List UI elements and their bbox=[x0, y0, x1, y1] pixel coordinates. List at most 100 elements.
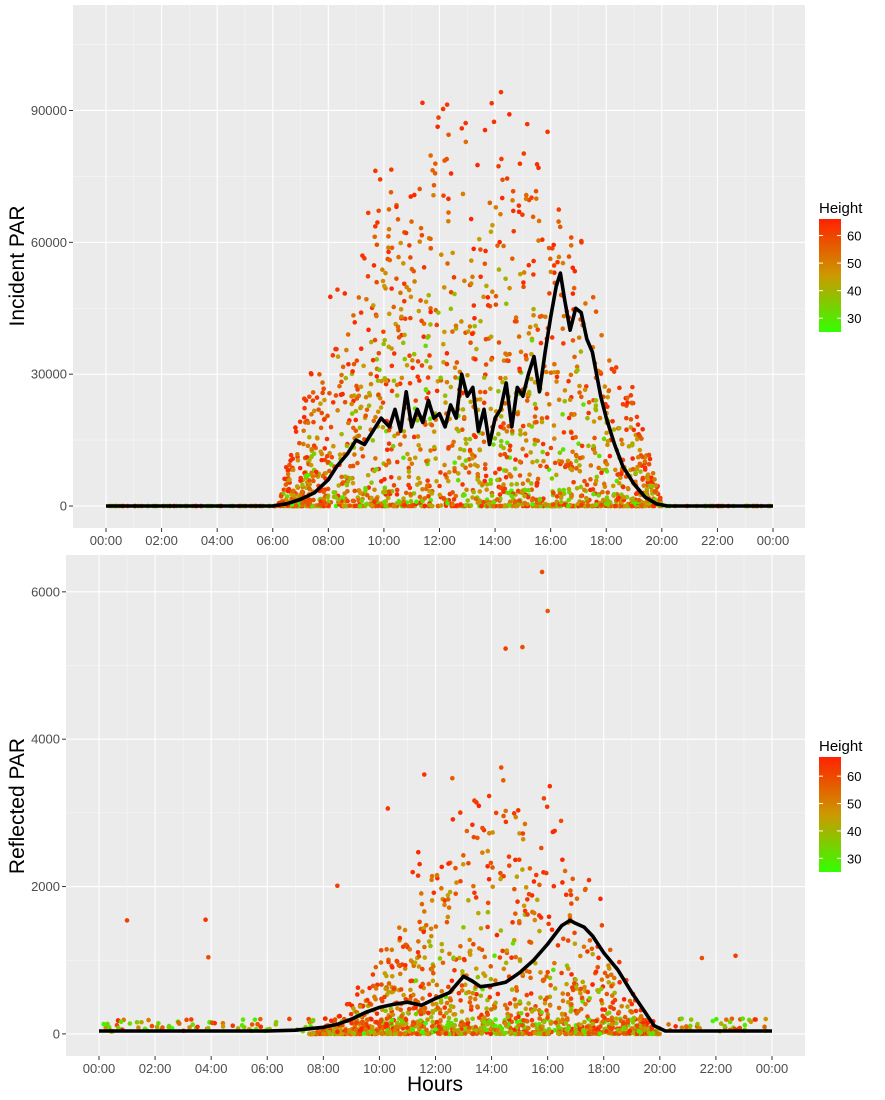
data-point bbox=[401, 429, 407, 434]
data-point bbox=[503, 474, 509, 480]
data-point bbox=[611, 975, 617, 981]
data-point bbox=[510, 198, 515, 203]
data-point bbox=[586, 877, 592, 883]
data-point bbox=[737, 1025, 743, 1031]
data-point bbox=[509, 482, 514, 487]
data-point bbox=[404, 362, 410, 368]
data-point bbox=[604, 991, 610, 997]
data-point bbox=[465, 372, 470, 378]
data-point bbox=[740, 1016, 746, 1021]
data-point bbox=[420, 966, 425, 972]
data-point bbox=[440, 106, 446, 112]
data-point bbox=[373, 224, 378, 229]
data-point bbox=[475, 463, 480, 469]
data-point bbox=[339, 1031, 345, 1037]
data-point bbox=[526, 1031, 532, 1037]
data-point bbox=[606, 966, 612, 971]
data-point bbox=[545, 451, 550, 457]
data-point bbox=[579, 394, 584, 400]
data-point bbox=[590, 487, 596, 492]
data-point bbox=[504, 454, 510, 460]
data-point bbox=[536, 165, 541, 171]
data-point bbox=[386, 489, 392, 495]
data-point bbox=[513, 1016, 519, 1021]
data-point bbox=[533, 406, 539, 411]
data-point bbox=[452, 460, 458, 465]
data-point bbox=[566, 486, 572, 492]
data-point bbox=[653, 489, 658, 495]
data-point bbox=[240, 1017, 246, 1022]
data-point bbox=[415, 949, 421, 955]
data-point bbox=[421, 265, 427, 270]
data-point bbox=[485, 303, 491, 308]
data-point bbox=[456, 428, 461, 434]
data-point bbox=[460, 462, 465, 468]
data-point bbox=[556, 397, 562, 403]
data-point bbox=[490, 289, 495, 295]
data-point bbox=[397, 442, 403, 447]
data-point bbox=[446, 132, 451, 138]
data-point bbox=[611, 492, 617, 497]
data-point bbox=[342, 491, 348, 496]
data-point bbox=[526, 262, 532, 268]
data-point bbox=[533, 872, 539, 878]
data-point bbox=[551, 883, 557, 889]
data-point bbox=[471, 883, 476, 889]
data-point bbox=[301, 414, 307, 420]
data-point bbox=[293, 503, 299, 509]
data-point bbox=[633, 470, 639, 476]
data-point bbox=[320, 380, 325, 385]
x-tick-label: 20:00 bbox=[644, 1061, 677, 1076]
data-point bbox=[642, 459, 648, 464]
data-point bbox=[476, 1015, 482, 1020]
data-point bbox=[733, 953, 738, 959]
data-point bbox=[467, 436, 473, 442]
data-point bbox=[463, 120, 468, 126]
data-point bbox=[561, 936, 566, 942]
data-point bbox=[436, 115, 441, 120]
data-point bbox=[624, 427, 629, 433]
data-point bbox=[307, 458, 312, 463]
data-point bbox=[526, 487, 531, 493]
data-point bbox=[374, 1011, 380, 1016]
data-point bbox=[586, 410, 591, 416]
data-point bbox=[450, 817, 456, 822]
data-point bbox=[417, 186, 422, 192]
data-point bbox=[588, 477, 593, 482]
data-point bbox=[560, 412, 565, 417]
data-point bbox=[285, 468, 291, 473]
data-point bbox=[311, 443, 317, 448]
data-point bbox=[441, 496, 447, 501]
data-point bbox=[442, 329, 447, 335]
data-point bbox=[508, 474, 514, 479]
data-point bbox=[321, 386, 326, 392]
data-point bbox=[473, 434, 478, 440]
data-point bbox=[315, 436, 320, 441]
data-point bbox=[441, 359, 446, 365]
data-point bbox=[396, 925, 402, 930]
data-point bbox=[428, 448, 433, 453]
data-point bbox=[493, 205, 499, 210]
data-point bbox=[327, 450, 332, 456]
data-point bbox=[475, 835, 480, 841]
data-point bbox=[556, 219, 561, 224]
x-tick-label: 20:00 bbox=[646, 533, 679, 548]
data-point bbox=[418, 298, 423, 303]
data-point bbox=[570, 338, 576, 343]
data-point bbox=[521, 284, 526, 290]
data-point bbox=[459, 988, 465, 993]
x-tick-label: 08:00 bbox=[307, 1061, 340, 1076]
data-point bbox=[146, 1017, 151, 1023]
data-point bbox=[415, 418, 420, 423]
data-point bbox=[513, 315, 519, 320]
data-point bbox=[389, 167, 394, 172]
data-point bbox=[491, 119, 497, 125]
data-point bbox=[356, 295, 362, 300]
data-point bbox=[511, 811, 517, 816]
data-point bbox=[610, 483, 616, 489]
data-point bbox=[593, 398, 599, 403]
data-point bbox=[438, 375, 443, 381]
data-point bbox=[519, 489, 525, 494]
data-point bbox=[395, 431, 401, 436]
